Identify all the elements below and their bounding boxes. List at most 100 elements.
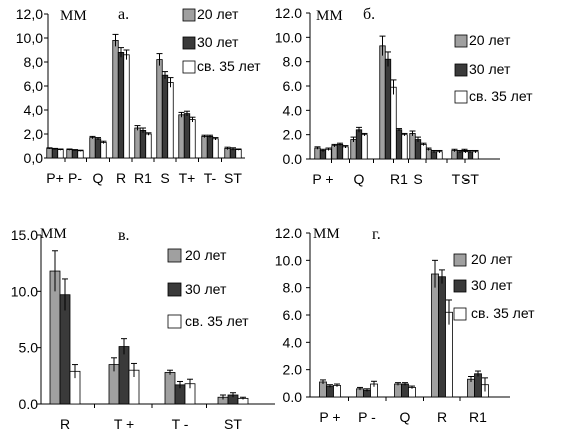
bar bbox=[342, 146, 349, 160]
bar bbox=[474, 373, 482, 398]
bar bbox=[379, 45, 386, 160]
unit-label: ММ bbox=[40, 226, 67, 242]
legend-swatch bbox=[453, 279, 467, 293]
bar bbox=[183, 113, 191, 159]
x-tick-label: ST bbox=[224, 416, 242, 429]
unit-label: ММ bbox=[60, 8, 87, 24]
y-tick-label: 0.0 bbox=[19, 396, 39, 412]
bar bbox=[319, 150, 327, 160]
x-tick-label: ST bbox=[224, 170, 242, 186]
bar bbox=[409, 133, 416, 160]
bar bbox=[401, 134, 408, 160]
x-tick-label: T+ bbox=[179, 170, 196, 186]
bar bbox=[224, 147, 231, 159]
legend-label: 30 лет bbox=[469, 61, 511, 77]
y-tick-label: 8,0 bbox=[24, 54, 44, 70]
y-tick-label: 10.0 bbox=[275, 252, 302, 268]
x-tick-label: R1 bbox=[469, 409, 487, 425]
bar bbox=[420, 143, 427, 160]
bar bbox=[361, 134, 368, 160]
bar bbox=[59, 294, 71, 405]
bar bbox=[57, 149, 64, 159]
x-tick-label: T - bbox=[172, 416, 189, 429]
y-tick-label: 4.0 bbox=[283, 102, 303, 118]
y-tick-label: 12.0 bbox=[275, 5, 302, 21]
panel-label: а. bbox=[118, 6, 129, 23]
bar bbox=[333, 384, 341, 398]
y-tick-label: 2.0 bbox=[283, 362, 303, 378]
legend-swatch bbox=[454, 63, 468, 77]
bar bbox=[431, 273, 439, 398]
bar bbox=[134, 127, 141, 159]
legend-label: 20 лет bbox=[197, 6, 239, 22]
legend-swatch bbox=[454, 34, 468, 48]
bar bbox=[51, 148, 59, 159]
y-tick-label: 8.0 bbox=[283, 54, 303, 70]
legend-label: св. 35 лет bbox=[469, 88, 533, 104]
chart-panel-v: 0.0 5.0 10.0 15.0 R T + T - ST ММ в. 20 лет 30 лет с… bbox=[11, 226, 275, 429]
y-tick-label: 2.0 bbox=[283, 127, 303, 143]
bar bbox=[117, 52, 125, 159]
legend-swatch bbox=[182, 60, 196, 74]
y-tick-label: 10,0 bbox=[16, 30, 43, 46]
bar bbox=[394, 383, 402, 398]
bar bbox=[201, 135, 208, 159]
x-tick-label: R bbox=[116, 170, 126, 186]
y-tick-label: 6.0 bbox=[283, 307, 303, 323]
chart-panel-a: 0,0 2,0 4,0 6,0 8,0 10,0 12,0 P+ P- Q R R1 S T+ T- ST ММ… bbox=[16, 6, 261, 186]
x-tick-label: T- bbox=[204, 170, 217, 186]
legend-swatch bbox=[167, 314, 182, 329]
bar bbox=[235, 149, 242, 159]
y-tick-label: 15.0 bbox=[11, 227, 38, 243]
x-tick-label: S bbox=[413, 171, 422, 187]
x-tick-label: T + bbox=[114, 416, 134, 429]
legend-swatch bbox=[167, 248, 182, 263]
x-tick-label: P- bbox=[68, 170, 82, 186]
y-tick-label: 4.0 bbox=[283, 334, 303, 350]
x-tick-label: Q bbox=[93, 170, 104, 186]
legend-swatch bbox=[167, 282, 182, 297]
bar bbox=[390, 86, 397, 160]
legend-label: св. 35 лет bbox=[471, 305, 535, 321]
bar bbox=[401, 383, 409, 398]
bar bbox=[112, 40, 119, 159]
legend-label: 20 лет bbox=[471, 251, 513, 267]
bar bbox=[123, 54, 130, 159]
x-tick-label: R bbox=[437, 409, 447, 425]
bar bbox=[100, 141, 107, 159]
bar bbox=[326, 385, 334, 398]
legend-swatch bbox=[453, 307, 467, 321]
bar bbox=[331, 145, 338, 160]
bar bbox=[336, 143, 344, 160]
bar bbox=[414, 139, 422, 160]
chart-panel-g: 0.0 2.0 4.0 6.0 8.0 10.0 12.0 P + P - Q R R1 ММ г. 20 … bbox=[275, 225, 535, 425]
bar bbox=[71, 149, 79, 159]
panel-label: в. bbox=[118, 227, 130, 244]
bar bbox=[189, 119, 196, 159]
bar bbox=[395, 129, 403, 160]
legend-swatch bbox=[454, 90, 468, 104]
bar bbox=[408, 387, 416, 398]
bar bbox=[384, 58, 392, 160]
bar bbox=[438, 276, 446, 398]
bar bbox=[156, 59, 163, 159]
legend-label: 20 лет bbox=[469, 32, 511, 48]
y-tick-label: 10.0 bbox=[275, 29, 302, 45]
y-tick-label: 2,0 bbox=[24, 126, 44, 142]
bar bbox=[164, 372, 176, 405]
bar bbox=[212, 138, 219, 159]
y-tick-label: 6,0 bbox=[24, 78, 44, 94]
bar bbox=[145, 133, 152, 159]
bar bbox=[229, 148, 237, 159]
bar bbox=[314, 147, 321, 160]
x-tick-label: P+ bbox=[46, 170, 64, 186]
bar bbox=[77, 150, 84, 159]
y-tick-label: 0,0 bbox=[24, 150, 44, 166]
legend-swatch bbox=[182, 36, 196, 50]
panel-label: г. bbox=[372, 226, 381, 243]
bar bbox=[350, 139, 357, 160]
y-tick-label: 0.0 bbox=[283, 389, 303, 405]
legend-label: 30 лет bbox=[185, 281, 227, 297]
legend-label: 30 лет bbox=[197, 34, 239, 50]
x-tick-label: P - bbox=[358, 409, 376, 425]
